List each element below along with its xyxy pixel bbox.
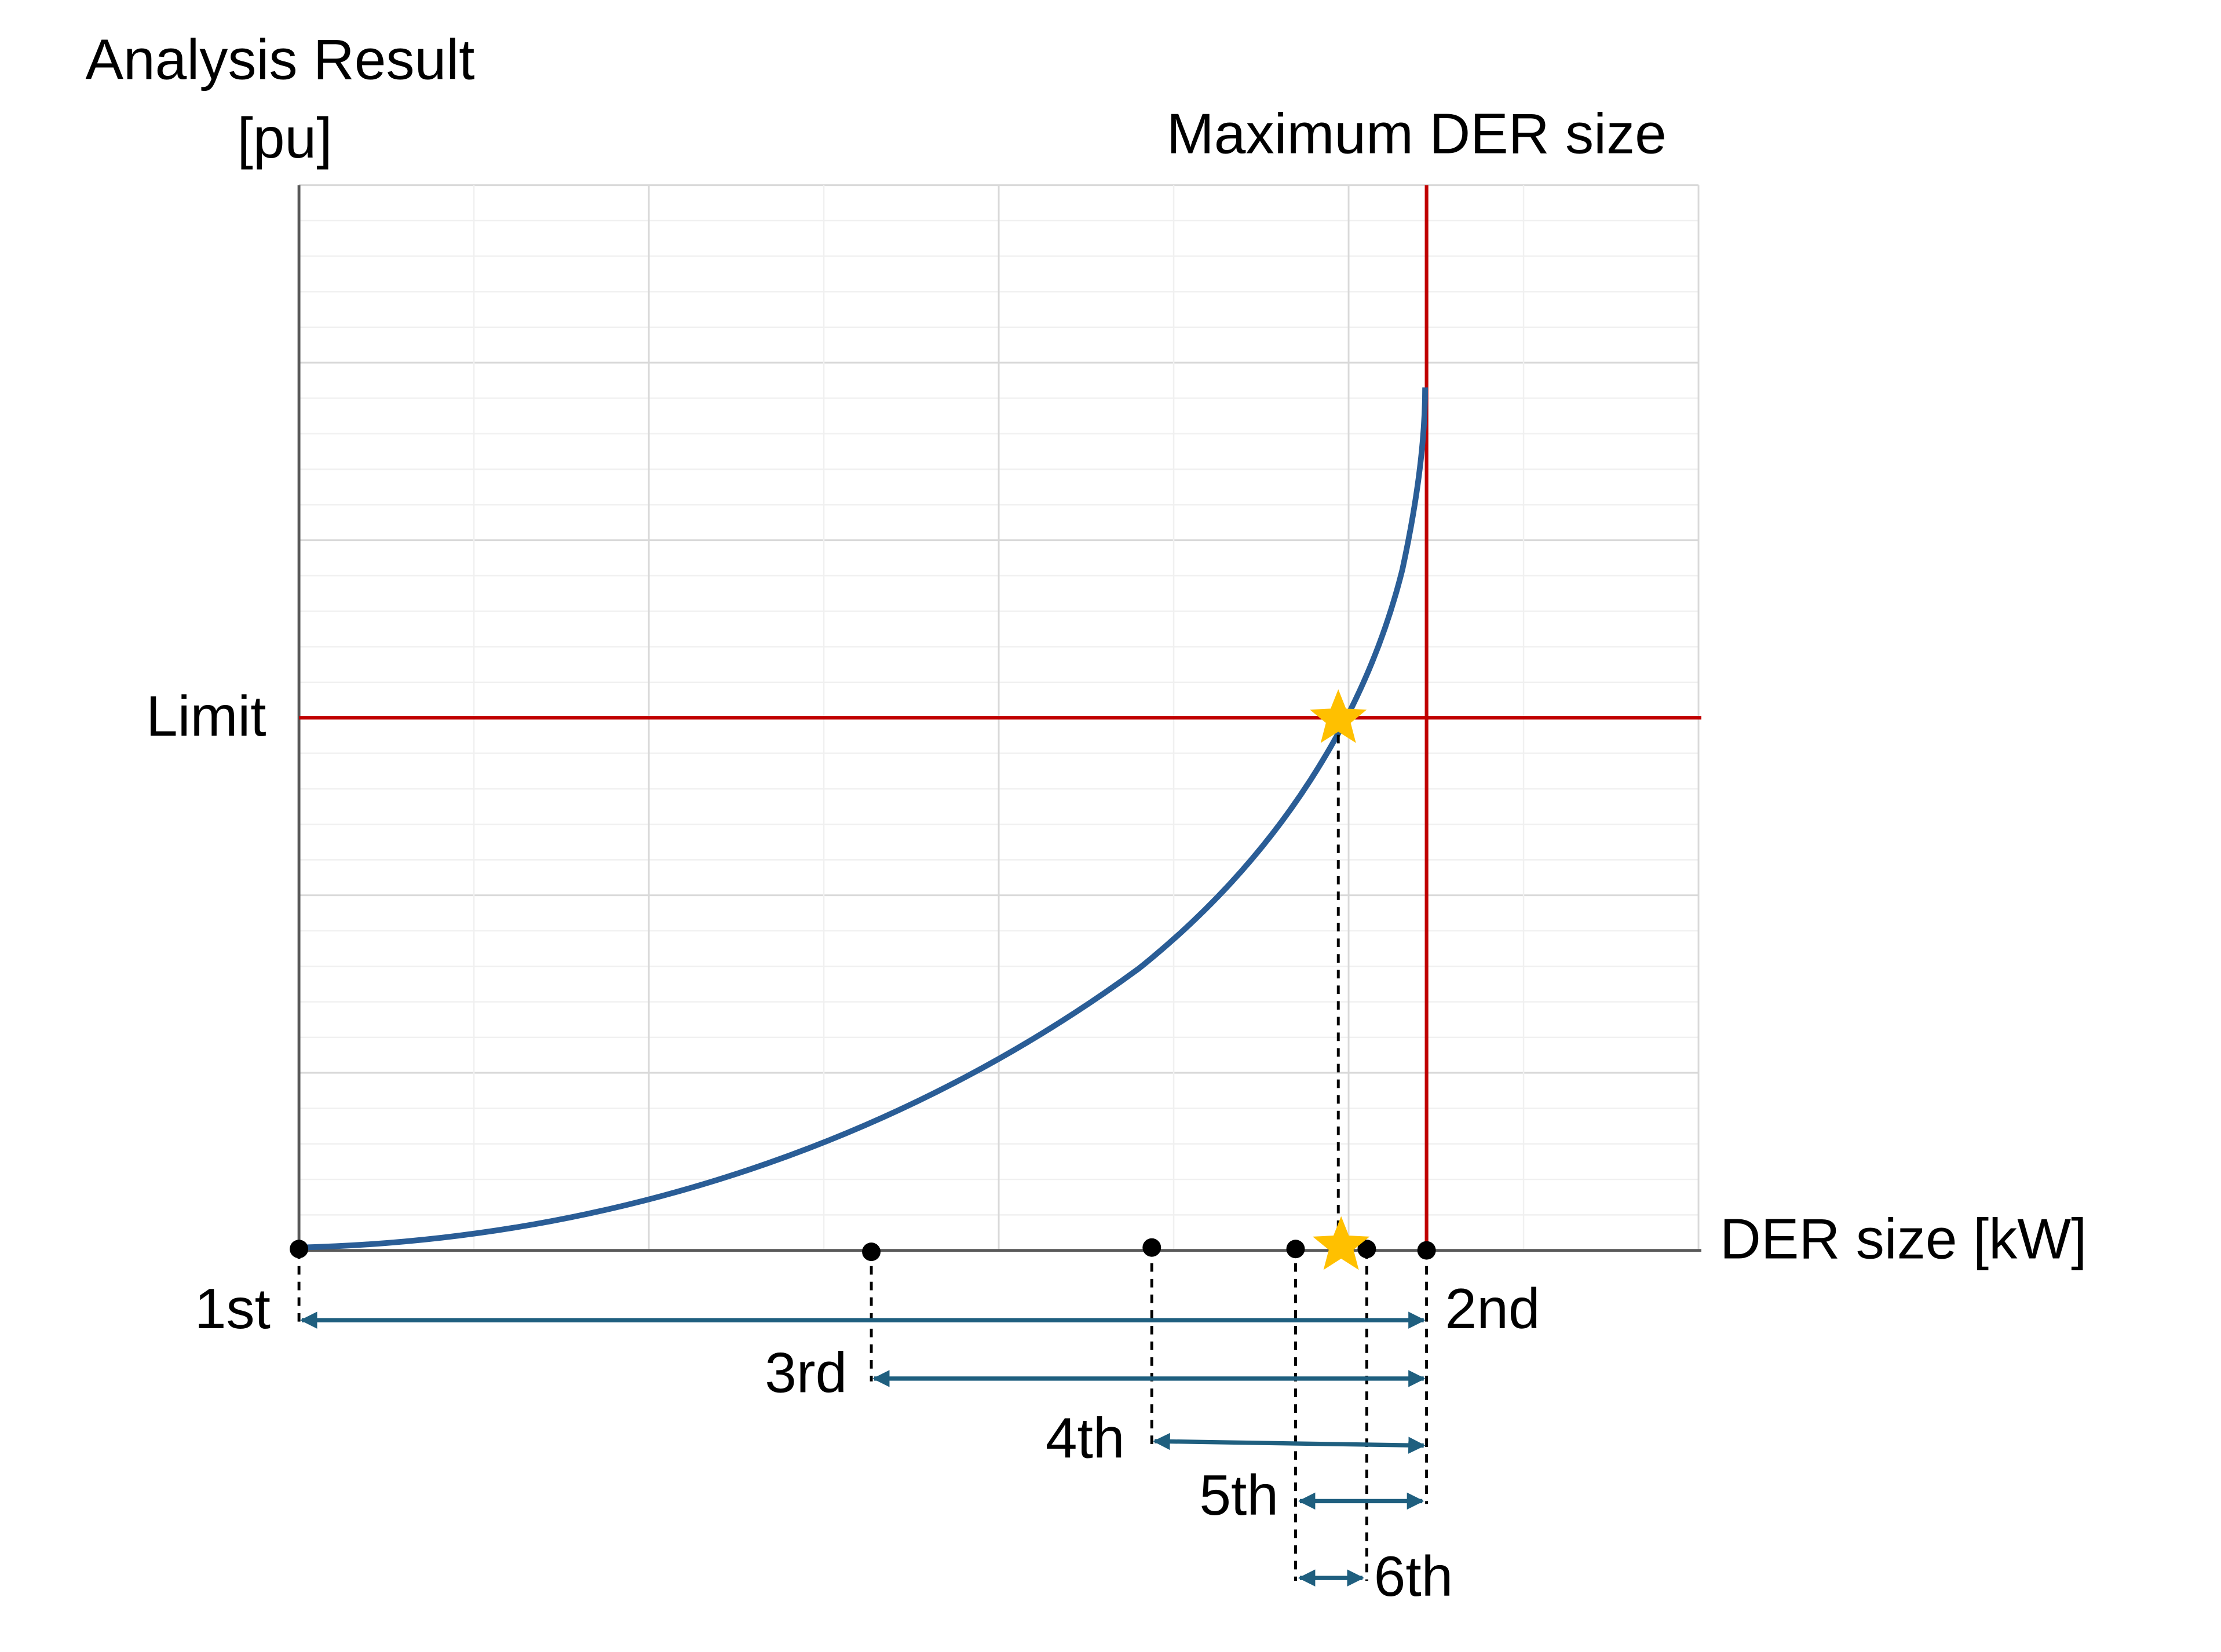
points — [290, 1238, 1436, 1262]
y-axis-title: Analysis Result — [85, 28, 474, 92]
star — [1310, 689, 1367, 743]
point — [1357, 1240, 1376, 1259]
arrows — [300, 1311, 1426, 1587]
y-axis-unit: [pu] — [238, 106, 333, 170]
max-label: Maximum DER size — [1167, 101, 1667, 165]
step-label: 5th — [1199, 1463, 1278, 1527]
grid — [299, 184, 1700, 1252]
arrow — [1153, 1432, 1426, 1454]
point — [1286, 1240, 1305, 1259]
x-axis-title: DER size [kW] — [1720, 1207, 2087, 1270]
step-label: 3rd — [765, 1340, 847, 1404]
dashes — [297, 1247, 1429, 1581]
step-label: 2nd — [1445, 1277, 1540, 1340]
step-label: 6th — [1374, 1544, 1453, 1608]
star — [1312, 1216, 1370, 1270]
point — [1142, 1238, 1161, 1257]
limit-label: Limit — [146, 684, 266, 748]
step-label: 1st — [195, 1277, 271, 1340]
step-label: 4th — [1046, 1406, 1125, 1470]
point — [862, 1242, 881, 1262]
curve — [298, 387, 1429, 1251]
point — [1417, 1241, 1436, 1260]
point — [290, 1240, 309, 1259]
